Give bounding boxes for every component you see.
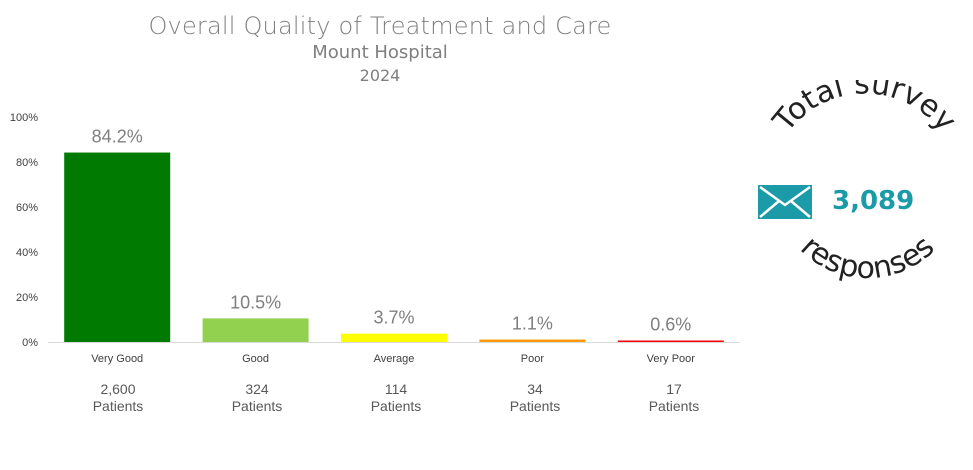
- patients-unit: Patients: [648, 398, 700, 414]
- survey-responses-badge: Total survey responses 3,089: [740, 80, 970, 310]
- patients-unit: Patients: [92, 398, 144, 414]
- x-tick-label: Good: [242, 353, 269, 365]
- patients-unit: Patients: [370, 398, 422, 414]
- y-tick-label: 20%: [16, 292, 38, 304]
- patients-very-good: 2,600 Patients: [58, 381, 178, 415]
- bar-average: [341, 333, 447, 342]
- patients-very-poor: 17 Patients: [614, 381, 734, 415]
- y-tick-label: 100%: [10, 112, 38, 124]
- patients-average: 114 Patients: [336, 381, 456, 415]
- bar-good: [202, 318, 309, 342]
- patients-good: 324 Patients: [197, 381, 317, 415]
- bar-poor: [479, 339, 586, 342]
- data-label: 3.7%: [373, 308, 414, 328]
- patients-unit: Patients: [231, 398, 283, 414]
- survey-bottom-text: responses: [794, 229, 941, 286]
- patients-count: 2,600: [100, 381, 136, 397]
- patients-count: 34: [527, 381, 543, 397]
- chart-subtitle: Mount Hospital: [312, 42, 448, 63]
- chart-title: Overall Quality of Treatment and Care: [148, 12, 612, 40]
- y-tick-label: 0%: [22, 337, 38, 349]
- x-tick-label: Very Poor: [647, 353, 696, 365]
- data-label: 10.5%: [230, 292, 281, 312]
- data-label: 1.1%: [512, 314, 553, 334]
- survey-top-text: Total survey: [766, 80, 963, 139]
- patients-count: 114: [384, 381, 408, 397]
- envelope-icon: [758, 185, 812, 219]
- survey-curved-text: Total survey responses: [766, 80, 963, 286]
- chart-year: 2024: [359, 66, 401, 85]
- x-tick-label: Poor: [521, 353, 545, 365]
- bar-chart: 0% 20% 40% 60% 80% 100% 84.2% Very Good 10.5% Goo…: [10, 112, 740, 365]
- bar-very-good: [64, 152, 171, 342]
- patients-count: 324: [245, 381, 269, 397]
- x-tick-label: Very Good: [91, 353, 143, 365]
- patients-count: 17: [666, 381, 682, 397]
- x-tick-label: Average: [374, 353, 415, 365]
- y-tick-label: 60%: [16, 202, 38, 214]
- y-tick-label: 80%: [16, 157, 38, 169]
- patients-poor: 34 Patients: [475, 381, 595, 415]
- data-label: 84.2%: [92, 127, 143, 147]
- patients-unit: Patients: [509, 398, 561, 414]
- bar-very-poor: [617, 340, 724, 342]
- y-tick-label: 40%: [16, 247, 38, 259]
- data-label: 0.6%: [650, 315, 691, 335]
- total-responses-count: 3,089: [832, 186, 915, 216]
